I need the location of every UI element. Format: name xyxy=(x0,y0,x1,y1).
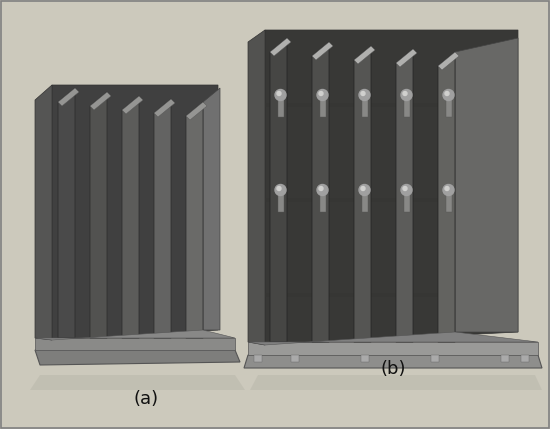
Circle shape xyxy=(277,187,281,190)
Polygon shape xyxy=(248,30,265,345)
Text: (b): (b) xyxy=(381,360,406,378)
Polygon shape xyxy=(354,46,375,64)
Polygon shape xyxy=(35,338,235,350)
Bar xyxy=(278,194,283,212)
Polygon shape xyxy=(254,355,262,362)
Polygon shape xyxy=(265,30,518,345)
Bar xyxy=(404,99,410,117)
Polygon shape xyxy=(396,49,417,67)
Polygon shape xyxy=(58,88,79,106)
Polygon shape xyxy=(431,355,439,362)
Text: (a): (a) xyxy=(133,390,158,408)
Bar xyxy=(404,194,410,212)
Polygon shape xyxy=(248,332,538,345)
Polygon shape xyxy=(250,375,542,390)
Polygon shape xyxy=(312,42,333,60)
Polygon shape xyxy=(455,38,518,332)
Polygon shape xyxy=(265,103,518,107)
Polygon shape xyxy=(203,88,220,330)
Polygon shape xyxy=(248,342,538,355)
Circle shape xyxy=(361,91,365,96)
Bar xyxy=(320,194,326,212)
Polygon shape xyxy=(438,52,459,70)
Polygon shape xyxy=(265,293,518,297)
Bar xyxy=(320,99,326,117)
Bar xyxy=(278,99,283,117)
Polygon shape xyxy=(35,330,235,340)
Circle shape xyxy=(443,90,454,100)
Circle shape xyxy=(445,91,449,96)
Polygon shape xyxy=(244,355,542,368)
Circle shape xyxy=(445,187,449,190)
Circle shape xyxy=(403,91,407,96)
Polygon shape xyxy=(270,38,287,342)
Polygon shape xyxy=(265,198,518,202)
Polygon shape xyxy=(52,85,218,340)
Polygon shape xyxy=(501,355,509,362)
Polygon shape xyxy=(35,350,240,365)
Circle shape xyxy=(443,184,454,196)
Polygon shape xyxy=(90,92,107,338)
Circle shape xyxy=(317,184,328,196)
Circle shape xyxy=(403,187,407,190)
Polygon shape xyxy=(90,92,111,110)
Polygon shape xyxy=(154,99,171,338)
Polygon shape xyxy=(122,96,143,114)
Polygon shape xyxy=(58,88,75,338)
Polygon shape xyxy=(30,375,245,390)
Circle shape xyxy=(277,91,281,96)
Bar xyxy=(446,194,452,212)
Circle shape xyxy=(401,90,412,100)
Bar xyxy=(361,99,367,117)
Circle shape xyxy=(275,184,286,196)
Polygon shape xyxy=(186,102,203,338)
Polygon shape xyxy=(270,38,291,56)
Polygon shape xyxy=(122,96,139,338)
Polygon shape xyxy=(521,355,529,362)
Polygon shape xyxy=(186,102,207,120)
Polygon shape xyxy=(396,49,413,342)
Circle shape xyxy=(359,90,370,100)
Polygon shape xyxy=(438,52,455,342)
Bar xyxy=(446,99,452,117)
Polygon shape xyxy=(35,85,52,340)
Circle shape xyxy=(319,187,323,190)
Circle shape xyxy=(361,187,365,190)
Circle shape xyxy=(275,90,286,100)
Circle shape xyxy=(359,184,370,196)
Circle shape xyxy=(317,90,328,100)
Polygon shape xyxy=(154,99,175,117)
Polygon shape xyxy=(312,42,329,342)
Polygon shape xyxy=(291,355,299,362)
Polygon shape xyxy=(361,355,369,362)
Polygon shape xyxy=(354,46,371,342)
Bar xyxy=(361,194,367,212)
Circle shape xyxy=(401,184,412,196)
Circle shape xyxy=(319,91,323,96)
